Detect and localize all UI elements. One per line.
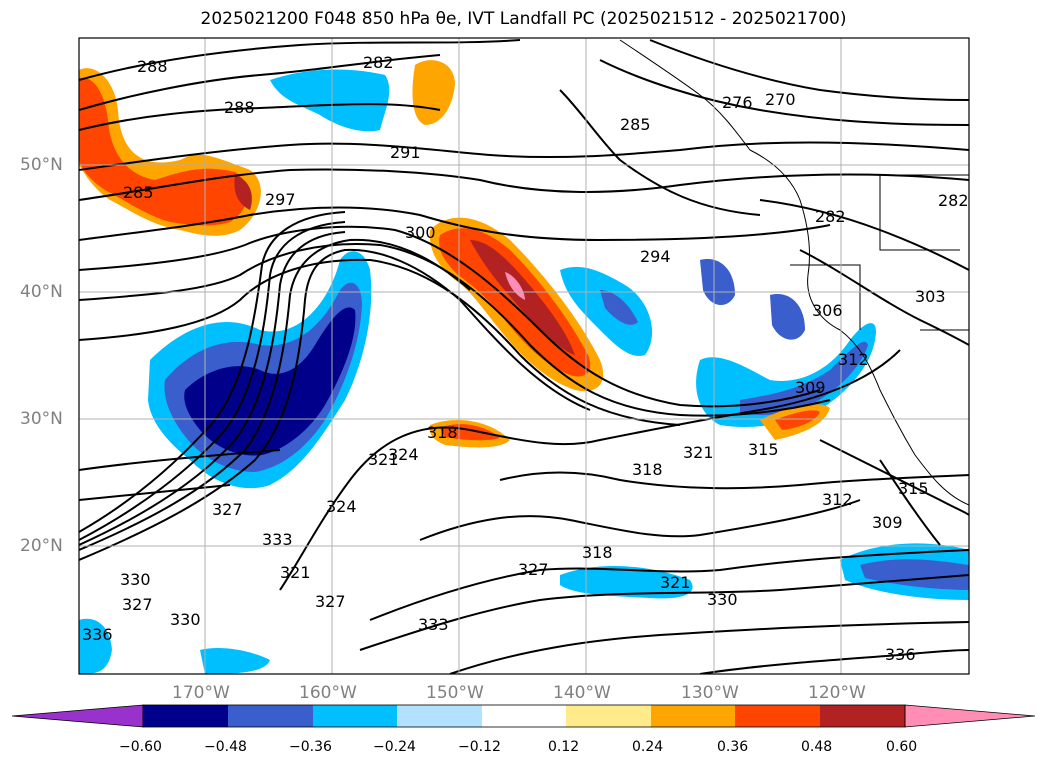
lon-tick-label: 150°W	[426, 683, 484, 703]
shade-south-blue	[560, 565, 693, 599]
shade-top-blue	[270, 69, 390, 132]
contour-label: 276	[722, 93, 753, 112]
colorbar-bin	[651, 705, 735, 727]
contour-label: 309	[872, 513, 903, 532]
colorbar-tick-label: 0.48	[801, 739, 833, 755]
lon-tick-label: 120°W	[808, 683, 866, 703]
contour-label: 327	[518, 560, 549, 579]
colorbar-bin	[566, 705, 651, 727]
shade-east-blue-a	[560, 266, 653, 356]
shade-s-blue-b	[200, 648, 270, 674]
contour-label: 303	[915, 287, 946, 306]
contour-label: 330	[120, 570, 151, 589]
contour-label: 306	[812, 301, 843, 320]
colorbar-tick-label: −0.48	[204, 739, 247, 755]
contour-label: 288	[137, 57, 168, 76]
contour-labels: 288 288 282 285 291 297 300 294 285 276 …	[82, 53, 969, 664]
contour-label: 321	[368, 450, 399, 469]
contour-label: 282	[815, 207, 846, 226]
lon-tick-label: 140°W	[553, 683, 611, 703]
plot-frame	[78, 37, 970, 675]
contour-label: 312	[822, 490, 853, 509]
graticule	[79, 38, 969, 674]
lon-tick-label: 130°W	[681, 683, 739, 703]
shade-east-blue-b	[600, 290, 638, 325]
contour-label: 324	[388, 445, 419, 464]
colorbar-bin	[143, 705, 228, 727]
shading-layer	[79, 60, 969, 674]
shade-east-blue-e	[700, 259, 735, 306]
contour-label: 318	[582, 543, 613, 562]
shade-nw-dark	[234, 175, 252, 210]
shade-west-blue-dark	[184, 307, 356, 456]
lon-tick-label: 160°W	[299, 683, 357, 703]
colorbar-extend-high	[904, 704, 1036, 728]
contour-label: 327	[122, 595, 153, 614]
colorbar-tick-label: −0.12	[458, 739, 501, 755]
shade-east-blue-d	[740, 341, 868, 416]
contour-label: 282	[363, 53, 394, 72]
lat-tick-label: 20°N	[20, 536, 63, 556]
contour-label: 321	[683, 443, 714, 462]
colorbar-tick-label: −0.60	[119, 739, 162, 755]
contour-label: 291	[390, 143, 421, 162]
contour-label: 336	[885, 645, 916, 664]
theta-e-contours	[79, 39, 969, 674]
lon-tick-label: 170°W	[172, 683, 230, 703]
colorbar	[11, 704, 1036, 728]
contour-label: 321	[280, 563, 311, 582]
contour-label: 309	[795, 378, 826, 397]
contour-label: 300	[405, 223, 436, 242]
colorbar-tick-label: 0.60	[886, 739, 918, 755]
contour-label: 333	[418, 615, 449, 634]
contour-label: 270	[765, 90, 796, 109]
contour-label: 288	[224, 98, 255, 117]
contour-label: 333	[262, 530, 293, 549]
contour-label: 285	[123, 183, 154, 202]
contour-label: 327	[315, 592, 346, 611]
contour-label: 285	[620, 115, 651, 134]
colorbar-bin	[820, 705, 905, 727]
colorbar-extend-low	[11, 704, 144, 728]
contour-label: 330	[707, 590, 738, 609]
coastlines	[619, 39, 969, 506]
colorbar-bin	[735, 705, 820, 727]
shade-nw-red	[79, 77, 248, 226]
shade-top-orange	[412, 60, 455, 125]
contour-label: 327	[212, 500, 243, 519]
contour-label: 315	[898, 479, 929, 498]
lat-tick-label: 40°N	[20, 282, 63, 302]
shade-central-pink	[505, 272, 525, 300]
colorbar-tick-label: 0.24	[632, 739, 664, 755]
contour-label: 294	[640, 247, 671, 266]
contour-label: 318	[632, 460, 663, 479]
colorbar-tick-label: 0.12	[548, 739, 580, 755]
contour-label: 318	[427, 423, 458, 442]
colorbar-bin	[228, 705, 313, 727]
contour-label: 321	[660, 573, 691, 592]
plot-title: 2025021200 F048 850 hPa θe, IVT Landfall…	[200, 9, 847, 29]
colorbar-tick-label: 0.36	[717, 739, 749, 755]
colorbar-tick-label: −0.36	[289, 739, 332, 755]
contour-label: 297	[265, 190, 296, 209]
colorbar-bin	[313, 705, 397, 727]
lat-tick-label: 30°N	[20, 409, 63, 429]
colorbar-bin	[397, 705, 482, 727]
contour-label: 282	[938, 191, 969, 210]
contour-label: 315	[748, 440, 779, 459]
contour-label: 330	[170, 610, 201, 629]
contour-label: 336	[82, 625, 113, 644]
colorbar-bin	[482, 705, 566, 727]
colorbar-tick-label: −0.24	[373, 739, 416, 755]
shade-east-orange-red	[775, 410, 820, 430]
contour-label: 312	[838, 350, 869, 369]
shade-sw-blue	[79, 618, 112, 674]
contour-label: 324	[326, 497, 357, 516]
shade-east-blue-f	[770, 294, 805, 340]
lat-tick-label: 50°N	[20, 155, 63, 175]
